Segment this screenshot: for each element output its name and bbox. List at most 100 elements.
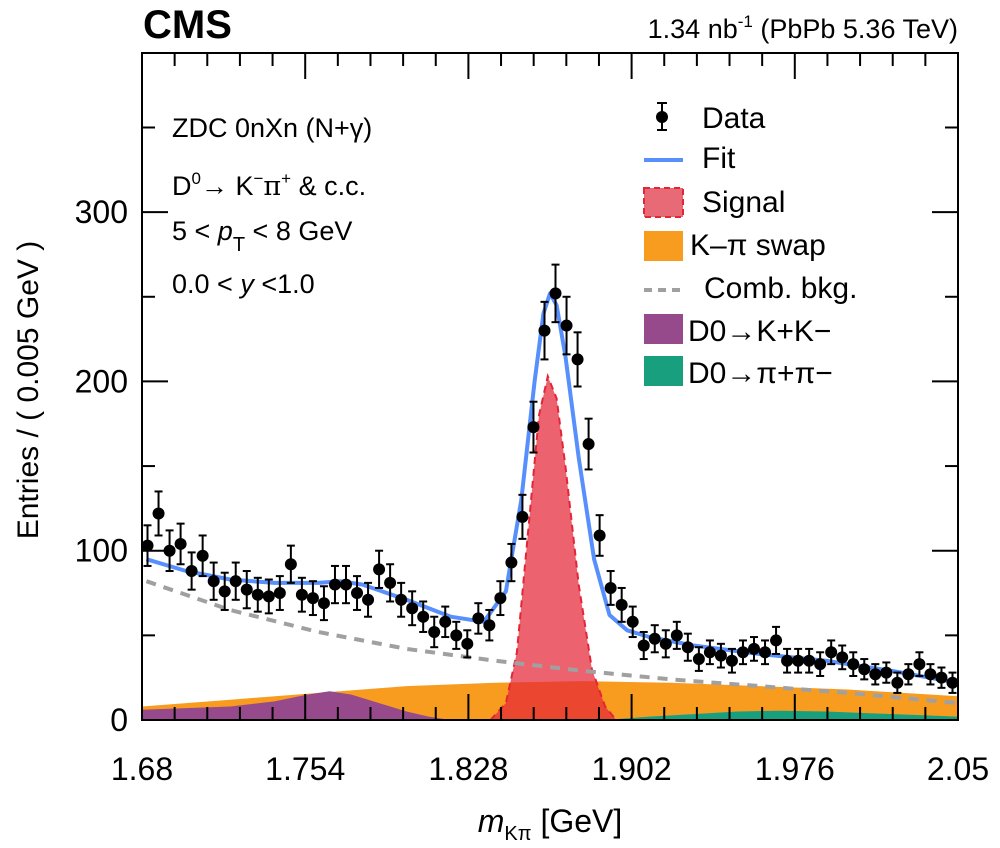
- data-point: [351, 575, 364, 611]
- data-marker: [439, 615, 452, 628]
- data-point: [428, 615, 441, 649]
- data-marker: [538, 324, 551, 337]
- data-points: [141, 263, 959, 694]
- data-point: [935, 666, 948, 689]
- data-point: [527, 400, 540, 454]
- data-point: [240, 570, 253, 610]
- data-marker: [670, 629, 683, 642]
- legend-entry-data: Data: [656, 102, 766, 135]
- legend-label-kk: D0→K+K−: [688, 315, 831, 348]
- data-point: [560, 295, 573, 356]
- x-tick-label: 1.754: [265, 751, 345, 787]
- data-marker: [328, 578, 341, 591]
- data-point: [626, 605, 639, 639]
- annotation-rapidity: 0.0 < y <1.0: [172, 269, 315, 299]
- data-point: [725, 647, 738, 674]
- data-point: [604, 570, 617, 606]
- legend-entry-signal: Signal: [643, 186, 785, 219]
- data-point: [174, 522, 187, 566]
- data-point: [284, 544, 297, 584]
- data-point: [328, 564, 341, 605]
- data-point: [373, 549, 386, 589]
- data-marker: [295, 588, 308, 601]
- y-tick-label: 100: [75, 533, 128, 569]
- data-marker: [571, 353, 584, 366]
- data-marker: [306, 592, 319, 605]
- pipi-area: [605, 710, 958, 720]
- fit-line: [145, 291, 959, 685]
- annotation-trigger: ZDC 0nXn (N+γ): [172, 113, 372, 143]
- x-tick-label: 1.902: [592, 751, 672, 787]
- data-marker: [781, 654, 794, 667]
- plot-frame: [141, 52, 959, 721]
- legend: Data Fit Signal K–π swap Comb. bkg. D0→K…: [643, 102, 857, 390]
- data-marker: [869, 668, 882, 681]
- data-marker: [891, 676, 904, 689]
- data-marker: [494, 592, 507, 605]
- data-marker: [505, 556, 518, 569]
- data-point: [858, 658, 871, 681]
- data-point: [759, 639, 772, 666]
- data-point: [770, 625, 783, 655]
- x-axis-label: mKπ [GeV]: [478, 803, 623, 845]
- data-point: [317, 585, 330, 622]
- data-marker: [703, 646, 716, 659]
- data-marker: [692, 653, 705, 666]
- x-tick-label: 2.05: [927, 751, 989, 787]
- data-marker: [902, 668, 915, 681]
- data-marker: [736, 646, 749, 659]
- data-marker: [472, 612, 485, 625]
- data-point: [185, 551, 198, 591]
- legend-label-kpi-swap: K–π swap: [690, 229, 826, 262]
- data-point: [141, 524, 154, 567]
- data-marker: [428, 625, 441, 638]
- data-marker: [185, 565, 198, 578]
- data-marker: [273, 587, 286, 600]
- data-point: [417, 600, 430, 633]
- data-point: [847, 651, 860, 677]
- x-tick-label: 1.68: [111, 751, 173, 787]
- data-marker: [681, 641, 694, 654]
- data-point: [670, 620, 683, 650]
- data-point: [207, 561, 220, 601]
- data-marker: [913, 658, 926, 671]
- data-point: [461, 629, 474, 659]
- data-marker: [924, 668, 937, 681]
- data-marker: [825, 646, 838, 659]
- y-tick-label: 300: [75, 194, 128, 230]
- data-marker: [351, 587, 364, 600]
- data-marker: [836, 651, 849, 664]
- legend-entry-comb-bkg: Comb. bkg.: [644, 272, 857, 305]
- data-marker: [362, 593, 375, 606]
- data-marker: [527, 421, 540, 434]
- data-marker: [648, 632, 661, 645]
- data-point: [593, 514, 606, 557]
- data-point: [637, 630, 650, 661]
- annotations: ZDC 0nXn (N+γ) D0→ K−π+ & c.c. 5 < pT < …: [172, 113, 372, 299]
- data-marker-icon: [656, 111, 668, 123]
- data-marker: [770, 634, 783, 647]
- data-point: [891, 671, 904, 694]
- x-tick-label: 1.828: [428, 751, 508, 787]
- data-point: [814, 651, 827, 677]
- legend-entry-kk: D0→K+K−: [644, 314, 831, 348]
- lumi-label: 1.34 nb-1 (PbPb 5.36 TeV): [648, 12, 958, 44]
- data-point: [946, 671, 959, 694]
- data-marker: [714, 649, 727, 662]
- data-marker: [384, 576, 397, 589]
- data-point: [439, 605, 452, 639]
- data-marker: [406, 602, 419, 615]
- data-point: [913, 651, 926, 677]
- data-marker: [417, 610, 430, 623]
- data-point: [924, 663, 937, 686]
- data-point: [505, 542, 518, 583]
- annotation-pt: 5 < pT < 8 GeV: [172, 216, 352, 256]
- data-marker: [317, 597, 330, 610]
- data-marker: [461, 637, 474, 650]
- data-marker: [847, 658, 860, 671]
- data-point: [483, 608, 496, 642]
- data-point: [538, 300, 551, 361]
- data-point: [295, 576, 308, 613]
- y-axis-label: Entries / ( 0.005 GeV ): [12, 241, 45, 539]
